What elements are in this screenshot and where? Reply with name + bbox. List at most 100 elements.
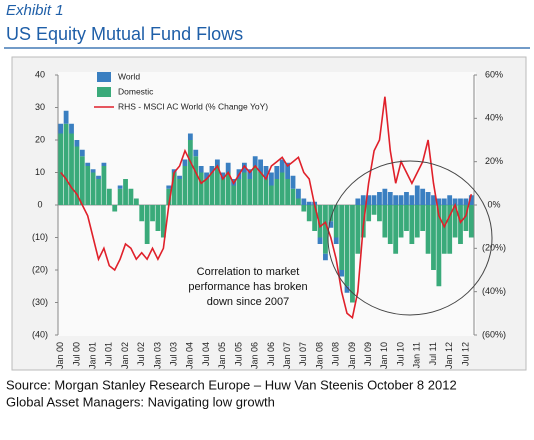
y-tick-label: 0: [37, 199, 42, 209]
x-tick-label: Jan 05: [217, 342, 227, 369]
plot: 40 30 20 10 0 (10) (20) (30) (40) 60% 40% 20% 0% (20%…: [32, 69, 506, 369]
bar: [187, 133, 193, 140]
bar: [69, 123, 74, 134]
bar: [290, 175, 296, 189]
annotation: down since 2007: [207, 296, 290, 308]
bar: [252, 166, 258, 205]
x-tick-label: Jan 07: [282, 342, 292, 369]
x-tick-label: Jan 08: [314, 342, 324, 369]
bar: [252, 156, 258, 166]
bar: [328, 205, 334, 222]
bar: [85, 166, 91, 205]
bar: [139, 205, 145, 222]
bar: [106, 188, 112, 205]
bar: [382, 188, 388, 205]
bar: [247, 179, 253, 205]
bar: [371, 205, 377, 215]
bar: [452, 198, 458, 205]
bar: [393, 205, 399, 254]
x-tick-label: Jan 00: [55, 342, 65, 369]
x-tick-label: Jul 08: [331, 342, 341, 366]
bar: [133, 198, 139, 205]
bar: [398, 195, 404, 205]
bar: [90, 172, 96, 205]
bar: [74, 146, 80, 205]
bar: [160, 205, 166, 238]
bar: [468, 205, 474, 238]
y2-tick-label: 0%: [487, 199, 500, 209]
bar: [317, 237, 323, 244]
bar: [79, 156, 85, 205]
bar: [431, 195, 436, 205]
bar: [214, 159, 220, 166]
x-tick-label: Jul 05: [233, 342, 243, 366]
bar: [285, 179, 291, 205]
bar: [150, 205, 155, 222]
x-tick-label: Jul 07: [298, 342, 308, 366]
bar: [96, 179, 101, 205]
bar: [214, 166, 220, 205]
bar: [241, 162, 247, 173]
annotation: performance has broken: [188, 281, 307, 293]
bar: [166, 185, 172, 189]
legend-label: World: [118, 71, 140, 81]
y-tick-label: (40): [32, 329, 48, 339]
legend-label: RHS - MSCI AC World (% Change YoY): [118, 101, 268, 111]
bar: [420, 188, 426, 205]
bar: [312, 205, 318, 231]
x-tick-label: Jan 02: [120, 342, 130, 369]
bar: [409, 205, 415, 244]
bar: [220, 172, 226, 179]
bar: [393, 195, 399, 205]
legend-label: Domestic: [118, 86, 154, 96]
bar: [274, 166, 280, 179]
bar: [101, 162, 107, 166]
exhibit: Exhibit 1: [6, 2, 64, 19]
bar: [387, 192, 393, 205]
bar: [398, 205, 404, 238]
bar: [209, 172, 215, 205]
y-tick-label: (20): [32, 264, 48, 274]
annotation: Correlation to market: [197, 266, 300, 278]
x-tick-label: Jul 00: [71, 342, 81, 366]
bar: [279, 172, 285, 205]
x-tick-label: Jul 01: [104, 342, 114, 366]
bar: [225, 162, 231, 173]
bar: [117, 185, 123, 189]
bar: [333, 205, 339, 238]
x-tick-label: Jul 02: [136, 342, 146, 366]
bar: [431, 205, 436, 270]
bar: [269, 172, 274, 186]
bar: [63, 123, 69, 205]
x-tick-label: Jan 11: [412, 342, 422, 368]
bar: [463, 198, 469, 205]
bar: [441, 205, 447, 254]
bar: [209, 166, 215, 173]
y2-tick-label: (40%): [482, 286, 506, 296]
bar: [241, 172, 247, 205]
bar: [377, 205, 382, 222]
bar: [436, 205, 442, 287]
bar: [236, 179, 242, 205]
bar: [269, 185, 274, 205]
bar: [182, 159, 188, 166]
bar: [123, 179, 128, 205]
bar: [279, 159, 285, 173]
bar: [344, 205, 350, 287]
bar: [204, 179, 209, 205]
legend-swatch: [97, 72, 111, 82]
bar: [198, 166, 204, 173]
bar: [333, 237, 339, 244]
bar: [339, 205, 345, 270]
bar: [166, 188, 172, 205]
bar: [74, 140, 80, 147]
bar: [96, 175, 101, 179]
x-tick-label: Jul 12: [460, 342, 470, 366]
bar: [225, 172, 231, 205]
bar: [404, 205, 409, 231]
bar: [317, 205, 323, 238]
bar: [128, 188, 134, 205]
bar: [306, 205, 312, 222]
bar: [220, 179, 226, 205]
